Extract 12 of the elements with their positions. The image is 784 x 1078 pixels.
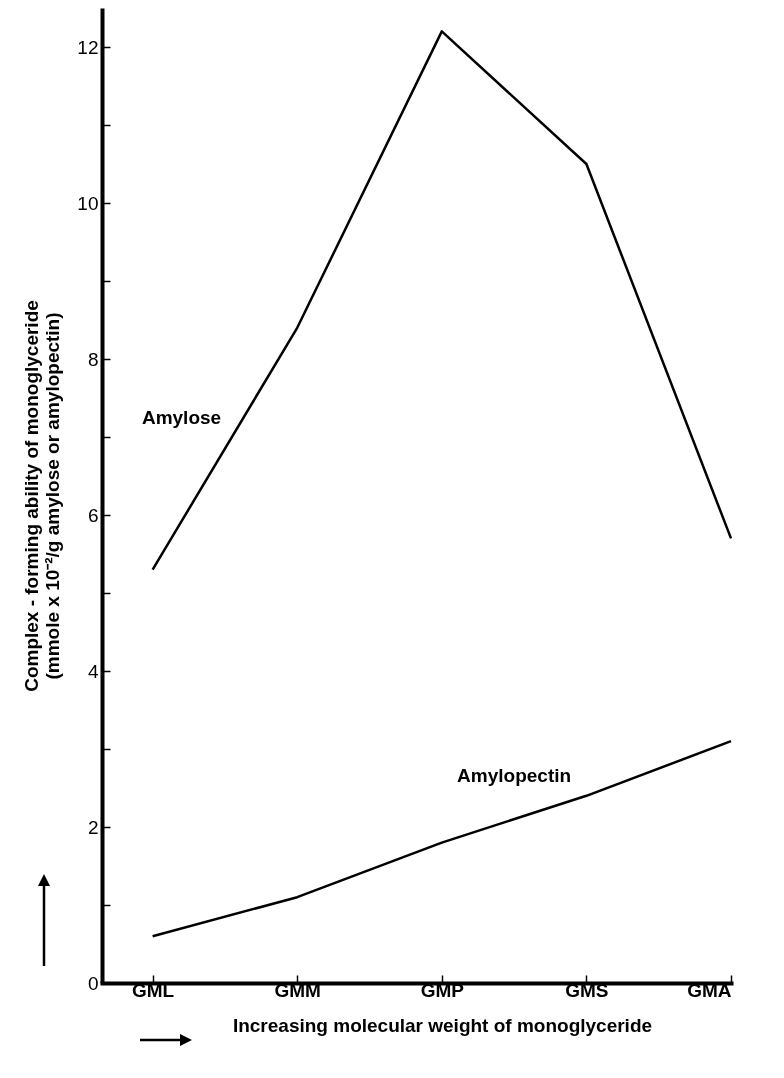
series-label: Amylose: [141, 406, 222, 428]
y-tick-label: 0: [87, 972, 99, 994]
y-tick-label: 4: [87, 660, 99, 682]
y-tick-label: 12: [77, 36, 99, 58]
y-axis-title: Complex - forming ability of monoglyceride (mmole x 10⁻²/g amylose or amylopectin): [21, 300, 64, 692]
y-tick-label: 2: [87, 816, 99, 838]
y-tick-label: 8: [87, 348, 99, 370]
y-tick-label: 6: [87, 504, 99, 526]
x-axis-title: Increasing molecular weight of monoglyceride: [232, 1014, 653, 1036]
y-tick-label: 10: [77, 192, 99, 214]
line-series: [151, 739, 733, 938]
series-label: Amylopectin: [457, 765, 572, 787]
